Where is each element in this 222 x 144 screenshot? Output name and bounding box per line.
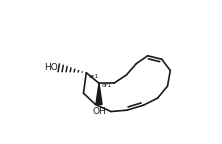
Text: OH: OH xyxy=(92,107,106,116)
Text: or1: or1 xyxy=(102,83,112,88)
Text: HO: HO xyxy=(44,63,58,72)
Polygon shape xyxy=(96,83,102,105)
Text: or1: or1 xyxy=(88,74,99,79)
